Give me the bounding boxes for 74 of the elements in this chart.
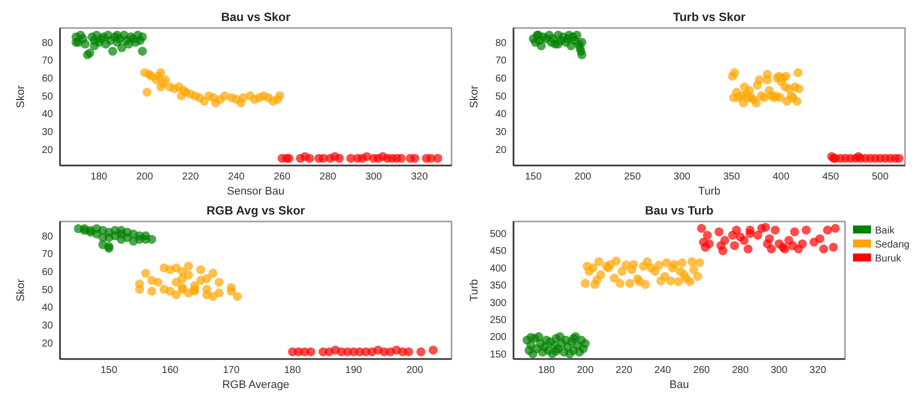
x-tick-label: 220 bbox=[616, 365, 633, 376]
y-axis-title: Skor bbox=[468, 85, 480, 108]
y-axis-title: Turb bbox=[468, 279, 480, 302]
y-tick-label: 500 bbox=[490, 229, 507, 240]
x-tick-label: 300 bbox=[674, 172, 691, 182]
y-tick-label: 200 bbox=[490, 332, 507, 344]
x-tick-label: 350 bbox=[723, 172, 740, 182]
y-tick-label: 30 bbox=[42, 320, 54, 332]
y-tick-label: 50 bbox=[42, 284, 54, 296]
x-tick-label: 200 bbox=[136, 172, 154, 182]
chart-title: Bau vs Turb bbox=[645, 204, 714, 218]
y-tick-label: 80 bbox=[42, 231, 54, 242]
y-tick-label: 20 bbox=[42, 338, 54, 350]
x-tick-label: 240 bbox=[228, 172, 246, 182]
x-tick-label: 260 bbox=[274, 172, 291, 182]
x-tick-label: 300 bbox=[365, 172, 382, 182]
x-tick-label: 180 bbox=[538, 365, 556, 376]
x-tick-label: 150 bbox=[100, 365, 118, 376]
x-tick-label: 320 bbox=[411, 172, 428, 182]
x-tick-label: 180 bbox=[90, 172, 108, 182]
chart-title: Turb vs Skor bbox=[673, 10, 746, 24]
y-tick-label: 80 bbox=[495, 38, 507, 49]
y-tick-label: 250 bbox=[490, 314, 507, 326]
y-axis-title: Skor bbox=[15, 278, 27, 302]
y-tick-label: 50 bbox=[495, 91, 507, 102]
y-tick-label: 30 bbox=[42, 127, 54, 138]
x-tick-label: 260 bbox=[693, 365, 710, 376]
y-tick-label: 70 bbox=[495, 56, 507, 67]
y-tick-label: 60 bbox=[42, 74, 54, 84]
legend-label: Buruk bbox=[875, 254, 902, 264]
x-tick-label: 200 bbox=[406, 365, 424, 376]
x-tick-label: 240 bbox=[654, 365, 672, 376]
x-tick-label: 200 bbox=[574, 172, 592, 182]
y-tick-label: 70 bbox=[42, 249, 54, 260]
y-tick-label: 450 bbox=[490, 246, 507, 258]
y-tick-label: 40 bbox=[42, 302, 54, 314]
y-axis-title: Skor bbox=[15, 85, 27, 108]
y-tick-label: 70 bbox=[42, 56, 54, 67]
x-axis-title: Turb bbox=[698, 186, 720, 198]
x-tick-label: 250 bbox=[624, 172, 642, 182]
y-tick-label: 20 bbox=[42, 144, 54, 156]
y-tick-label: 60 bbox=[42, 267, 54, 278]
y-tick-label: 400 bbox=[490, 263, 507, 274]
x-tick-label: 320 bbox=[810, 365, 827, 376]
y-tick-label: 150 bbox=[490, 349, 507, 360]
x-tick-label: 500 bbox=[872, 172, 889, 182]
x-tick-label: 150 bbox=[524, 172, 542, 182]
y-tick-label: 350 bbox=[490, 280, 507, 292]
y-tick-label: 60 bbox=[495, 74, 507, 84]
y-tick-label: 300 bbox=[490, 298, 507, 309]
y-tick-label: 50 bbox=[42, 91, 54, 102]
x-tick-label: 170 bbox=[222, 365, 240, 376]
legend-label: Sedang bbox=[875, 240, 910, 250]
chart-title: Bau vs Skor bbox=[221, 10, 291, 24]
x-tick-label: 400 bbox=[772, 172, 790, 182]
x-axis-title: Sensor Bau bbox=[227, 186, 284, 198]
y-tick-label: 40 bbox=[495, 109, 507, 120]
x-tick-label: 160 bbox=[162, 365, 179, 376]
legend-label: Baik bbox=[875, 226, 896, 236]
chart-title: RGB Avg vs Skor bbox=[206, 204, 306, 218]
x-tick-label: 280 bbox=[320, 172, 337, 182]
x-tick-label: 200 bbox=[576, 365, 594, 376]
x-axis-title: Bau bbox=[669, 379, 690, 391]
y-tick-label: 20 bbox=[495, 144, 507, 156]
y-tick-label: 80 bbox=[42, 38, 54, 49]
x-tick-label: 190 bbox=[345, 365, 362, 376]
x-tick-label: 180 bbox=[284, 365, 302, 376]
x-tick-label: 220 bbox=[182, 172, 200, 182]
x-axis-title: RGB Average bbox=[222, 379, 290, 391]
x-tick-label: 450 bbox=[822, 172, 840, 182]
x-tick-label: 280 bbox=[732, 365, 750, 376]
y-tick-label: 40 bbox=[42, 109, 54, 120]
y-tick-label: 30 bbox=[495, 127, 507, 138]
x-tick-label: 300 bbox=[770, 365, 788, 376]
